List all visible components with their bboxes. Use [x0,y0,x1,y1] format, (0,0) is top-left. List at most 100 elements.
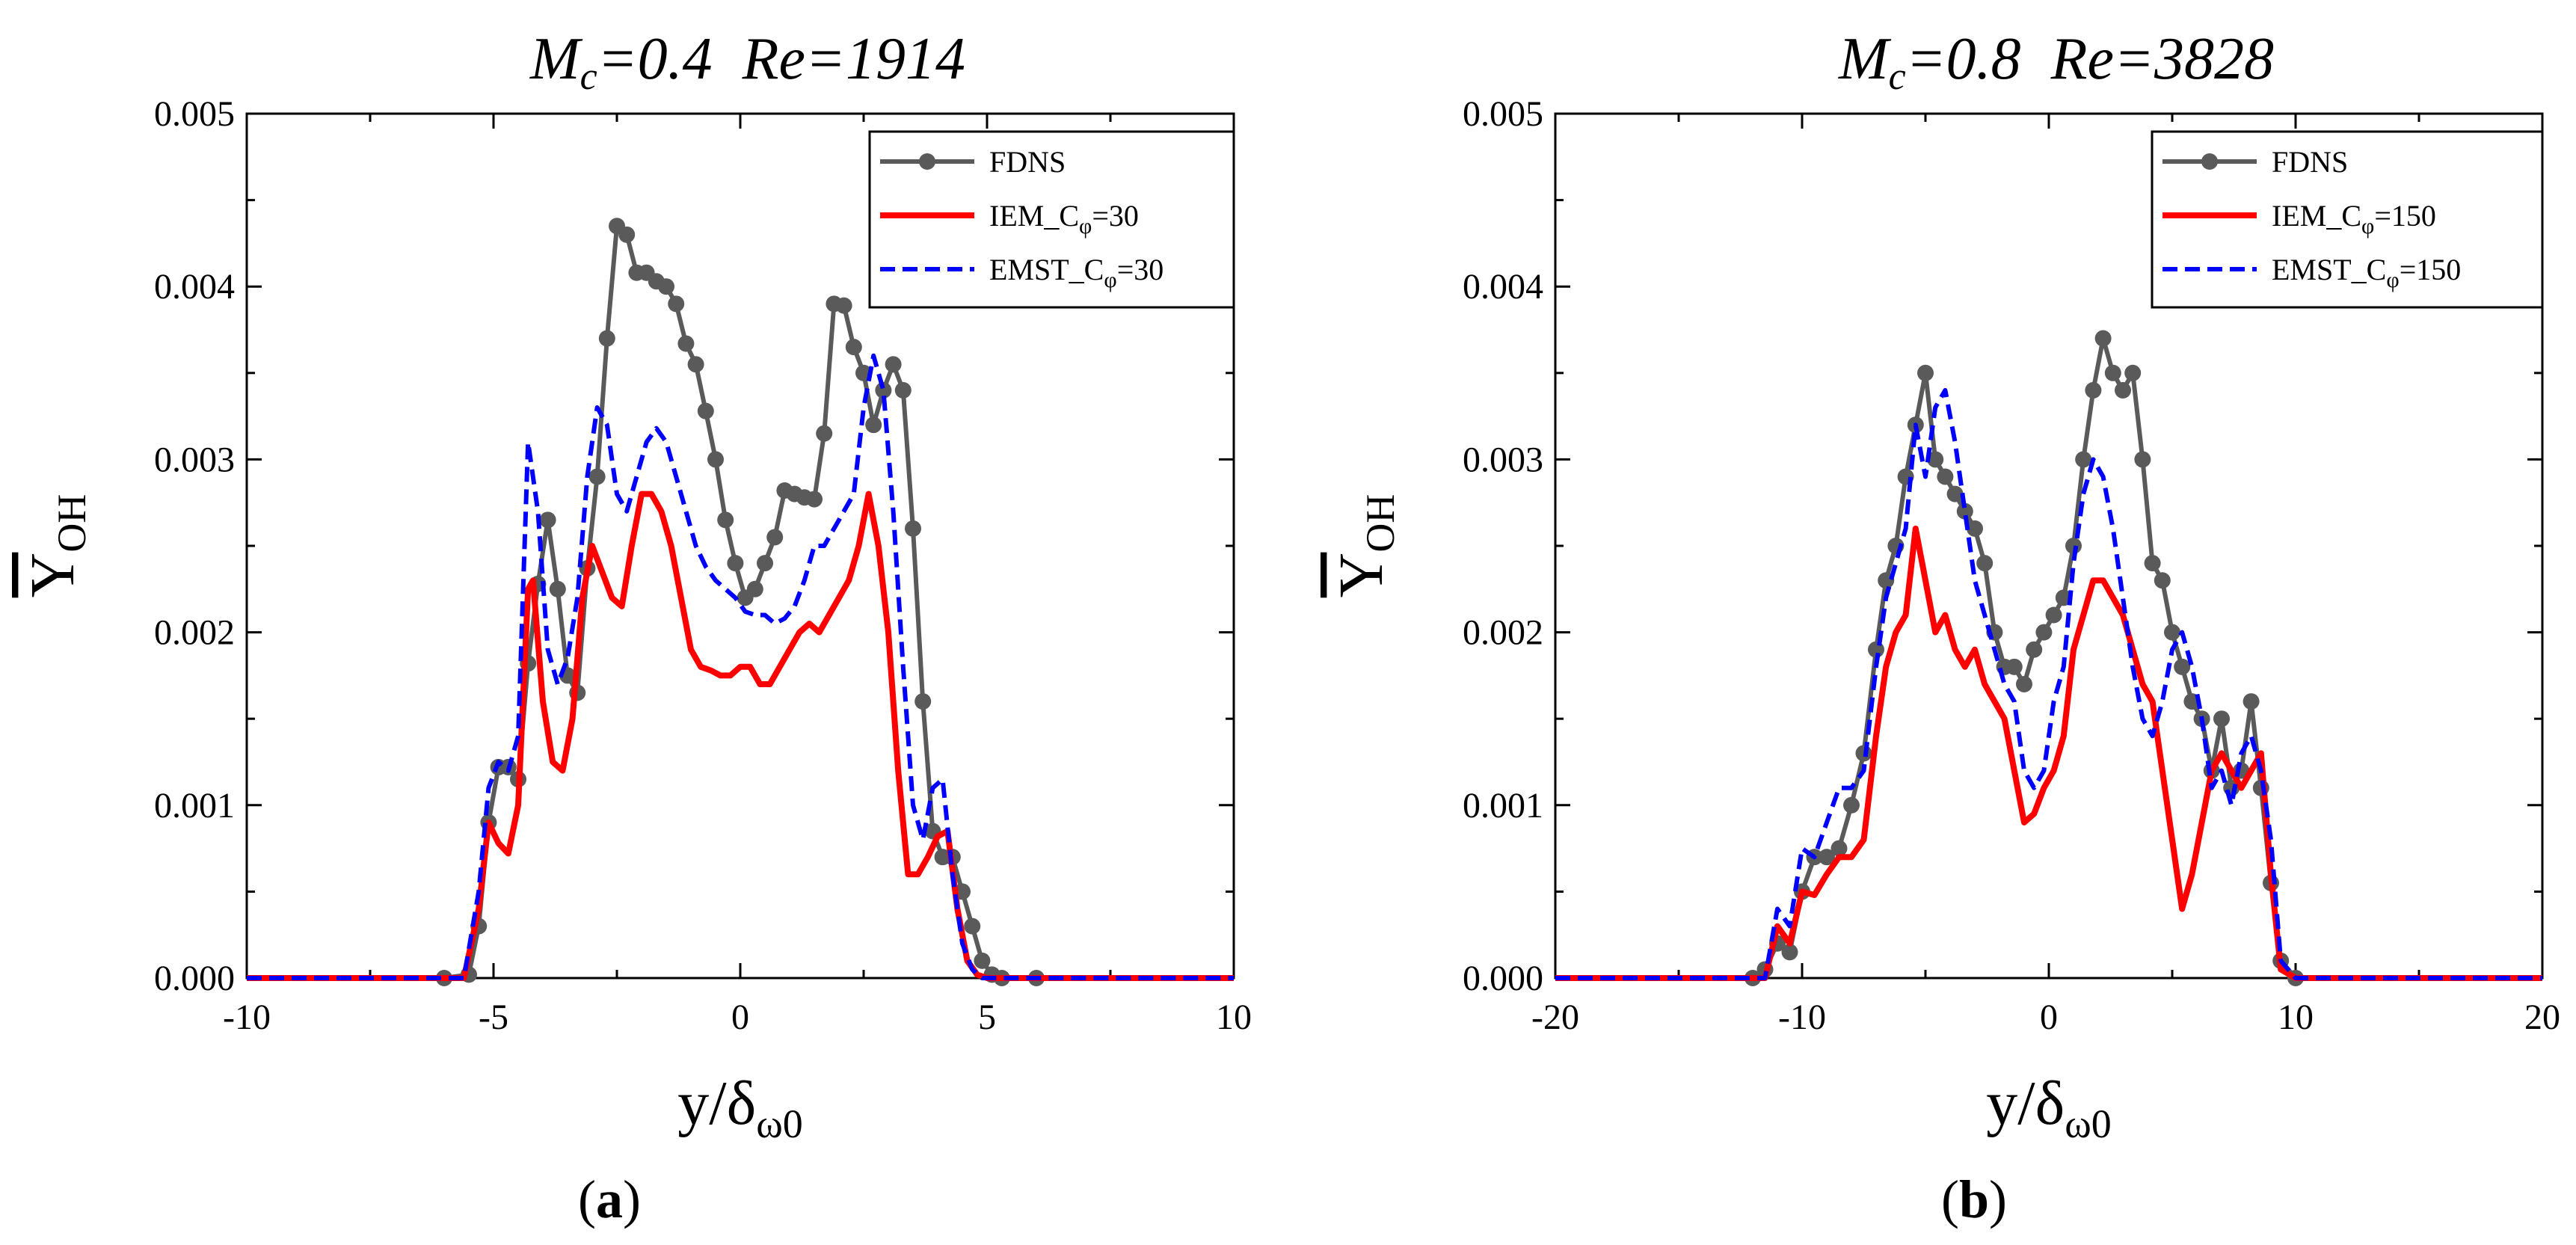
x-tick-label: 20 [2524,997,2560,1037]
data-point [816,425,833,442]
y-axis-label-main: Y [18,553,87,598]
legend-label: EMST_Cφ=30 [989,253,1163,292]
data-point [2005,658,2023,675]
data-point [2085,381,2102,399]
data-point [658,278,674,295]
y-axis-label-sub: OH [1358,494,1403,553]
title-m-sub: c [1889,55,1906,98]
legend-label-main: IEM_C [989,199,1079,233]
data-point [2026,641,2043,658]
x-tick-label: -10 [1778,997,1826,1037]
x-tick-label: 5 [978,997,996,1037]
chart-title: Mc=0.4 Re=1914 [529,26,965,98]
x-tick-label: 10 [2278,997,2314,1037]
legend-label-suffix: =30 [1092,199,1139,233]
data-point [618,226,636,243]
data-point [1937,468,1954,485]
legend-label: IEM_Cφ=150 [2272,199,2436,239]
y-tick-label: 0.001 [154,786,235,826]
data-point [1956,502,1973,520]
data-point [1917,364,1934,381]
data-point [875,381,892,399]
chart-panel-b: Mc=0.8 Re=3828 -20 -10 0 10 20 0.000 0.001 0.002… [1327,26,2560,1229]
data-point [2104,364,2121,381]
data-point [964,917,981,935]
title-m-value: =0.4 [597,26,713,92]
legend-label-sub: φ [2361,214,2374,239]
y-tick-label: 0.005 [154,94,235,134]
legend-label: IEM_Cφ=30 [989,199,1139,239]
data-point [1967,520,1983,537]
title-m: M [1838,26,1892,92]
y-tick-label: 0.002 [154,613,235,653]
title-re: Re=1914 [713,26,965,92]
legend-label-main: FDNS [989,145,1066,179]
y-tick-label: 0.003 [154,440,235,479]
x-tick-label: -20 [1531,997,1579,1037]
chart-title: Mc=0.8 Re=3828 [1838,26,2274,98]
x-tick-label: 0 [731,997,749,1037]
panel-label-close: ) [1989,1169,2007,1229]
legend-label-suffix: =30 [1117,253,1164,286]
data-point [598,330,615,347]
x-tick-label: 10 [1216,997,1252,1037]
x-tick-label: -5 [479,997,508,1037]
data-point [2045,606,2062,624]
y-tick-label: 0.001 [1463,786,1543,826]
data-point [1781,944,1798,961]
series-line-emstc [247,353,1234,980]
legend-label-sub: φ [1104,268,1116,292]
y-tick-label: 0.002 [1463,613,1543,653]
data-point [806,491,823,508]
y-axis-label-sub: OH [49,494,94,553]
data-point [2035,624,2053,641]
y-tick-label: 0.000 [154,959,235,998]
legend-label-sub: φ [2386,268,2399,292]
data-point [914,693,932,710]
data-point [2115,381,2131,399]
data-point [1830,840,1848,857]
data-point [697,402,714,419]
x-axis-label-main: y/δ [677,1069,756,1138]
title-m-sub: c [580,55,597,98]
data-point [885,356,902,373]
data-point [549,580,566,597]
x-axis-label-main: y/δ [1986,1069,2065,1138]
data-point [2213,710,2230,728]
data-point [1927,451,1944,468]
y-tick-label: 0.003 [1463,440,1543,479]
data-point [974,952,991,969]
legend-label-main: EMST_C [989,253,1104,286]
data-point [2134,451,2151,468]
data-point [2094,330,2112,347]
data-point [845,339,862,356]
data-point [677,335,695,352]
data-point [835,297,852,314]
panel-label: (b) [1941,1169,2007,1229]
title-m: M [529,26,583,92]
title-re: Re=3828 [2021,26,2274,92]
panel-label-open: ( [578,1169,596,1229]
x-axis-label-sub: ω0 [756,1101,803,1146]
series-line-iemc [247,491,1234,981]
panel-label: (a) [578,1169,641,1229]
legend-label-suffix: =150 [2374,199,2436,233]
y-tick-label: 0.004 [154,267,235,307]
legend-label-main: EMST_C [2272,253,2386,286]
data-point [588,468,606,485]
legend-marker [919,153,935,170]
legend-label-main: FDNS [2272,145,2348,179]
legend-label-sub: φ [1079,214,1092,239]
data-point [1946,485,1964,502]
data-point [1976,555,1994,572]
data-point [2144,555,2161,572]
data-point [2016,675,2032,692]
data-point [668,295,685,313]
data-point [905,520,921,537]
data-point [746,580,763,597]
panel-label-close: ) [623,1169,641,1229]
y-tick-label: 0.005 [1463,94,1543,134]
y-axis-label: YOH [18,494,94,598]
legend-label: FDNS [2272,145,2348,179]
data-point [2124,364,2142,381]
